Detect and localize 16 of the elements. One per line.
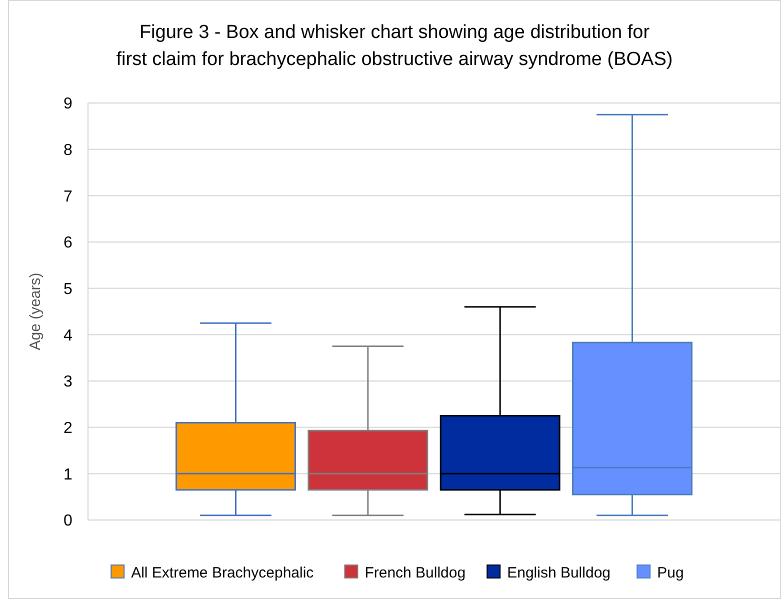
legend-label: Pug (657, 564, 684, 582)
legend-label: French Bulldog (364, 564, 466, 582)
y-tick-label: 4 (64, 327, 73, 344)
y-tick-label: 8 (64, 142, 73, 159)
y-tick-label: 7 (64, 188, 73, 206)
legend-label: English Bulldog (507, 564, 611, 582)
y-tick-label: 2 (64, 420, 73, 437)
y-tick-label: 0 (64, 512, 73, 530)
y-tick-label: 3 (64, 374, 73, 391)
y-tick-label: 5 (64, 280, 73, 298)
y-tick-label: 1 (64, 466, 73, 484)
legend-label: All Extreme Brachycephalic (131, 564, 314, 582)
chart-title: Figure 3 - Box and whisker chart showing age distribution for first claim for brachycephalic obstructive airway syndrome (BOAS) (116, 22, 673, 70)
y-axis-title: Age (years) (27, 272, 44, 350)
y-tick-label: 9 (64, 96, 73, 113)
y-tick-label: 6 (64, 234, 73, 252)
